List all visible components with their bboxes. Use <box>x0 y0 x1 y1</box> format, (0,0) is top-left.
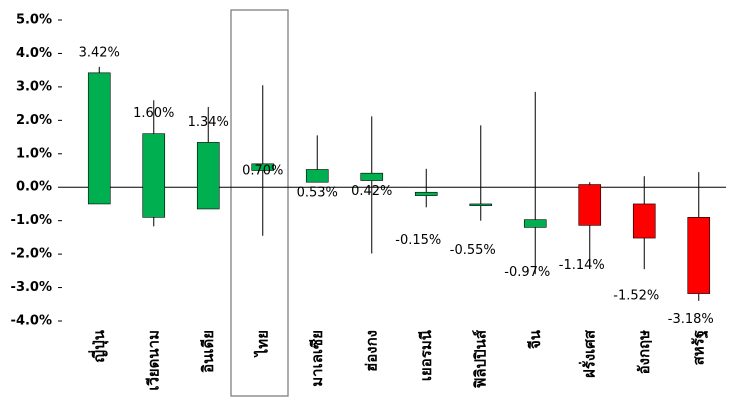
highlight-box <box>230 9 289 397</box>
data-label: -3.18% <box>668 312 714 327</box>
data-label: 3.42% <box>79 45 120 60</box>
data-label: -1.52% <box>613 289 659 304</box>
data-label: -1.14% <box>559 258 605 273</box>
candle-body <box>87 72 111 205</box>
candle-body <box>578 184 602 226</box>
candle-body <box>687 217 711 294</box>
data-label: 0.42% <box>351 184 392 199</box>
y-tick-label: -1.0% <box>11 213 52 228</box>
x-tick-label: จีน <box>526 329 544 349</box>
data-label: 1.34% <box>188 115 229 130</box>
x-tick-label: ญี่ปุ่น <box>88 329 109 362</box>
data-label: -0.97% <box>504 265 550 280</box>
x-tick-label: ฝรั่งเศส <box>578 329 598 378</box>
x-tick-label: อินเดีย <box>199 330 217 373</box>
x-tick-label: เยอรมนี <box>417 329 435 381</box>
candle-body <box>523 219 547 228</box>
y-tick-label: 1.0% <box>16 146 52 161</box>
y-tick-label: -4.0% <box>11 314 52 329</box>
x-tick-label: ฟิลิปปินส์ <box>471 329 489 388</box>
x-tick-label: สหรัฐ <box>689 330 708 365</box>
x-tick-label: ฮ่องกง <box>362 330 380 372</box>
data-label: 0.53% <box>297 186 338 201</box>
y-tick-label: 3.0% <box>16 79 52 94</box>
y-tick-label: 4.0% <box>16 46 52 61</box>
x-tick-label: มาเลเซีย <box>308 330 326 387</box>
y-tick-label: 5.0% <box>16 13 52 28</box>
candle-body <box>142 133 166 218</box>
candle-body <box>305 169 329 183</box>
y-tick-label: 2.0% <box>16 113 52 128</box>
data-label: -0.15% <box>395 233 441 248</box>
x-tick-label: เวียดนาม <box>144 330 162 391</box>
y-tick-label: -2.0% <box>11 247 52 262</box>
data-label: 0.70% <box>242 163 283 178</box>
candle-body <box>632 203 656 239</box>
candle-body <box>251 163 275 171</box>
data-label: -0.55% <box>450 243 496 258</box>
candle-body <box>414 191 438 196</box>
candle-body <box>196 142 220 210</box>
candle-body <box>360 172 384 181</box>
x-tick-label: ไทย <box>252 330 271 358</box>
candle-body <box>469 203 493 206</box>
x-tick-label: อังกฤษ <box>635 330 653 374</box>
data-label: 1.60% <box>133 106 174 121</box>
y-tick-label: -3.0% <box>11 280 52 295</box>
y-tick-label: 0.0% <box>16 180 52 195</box>
